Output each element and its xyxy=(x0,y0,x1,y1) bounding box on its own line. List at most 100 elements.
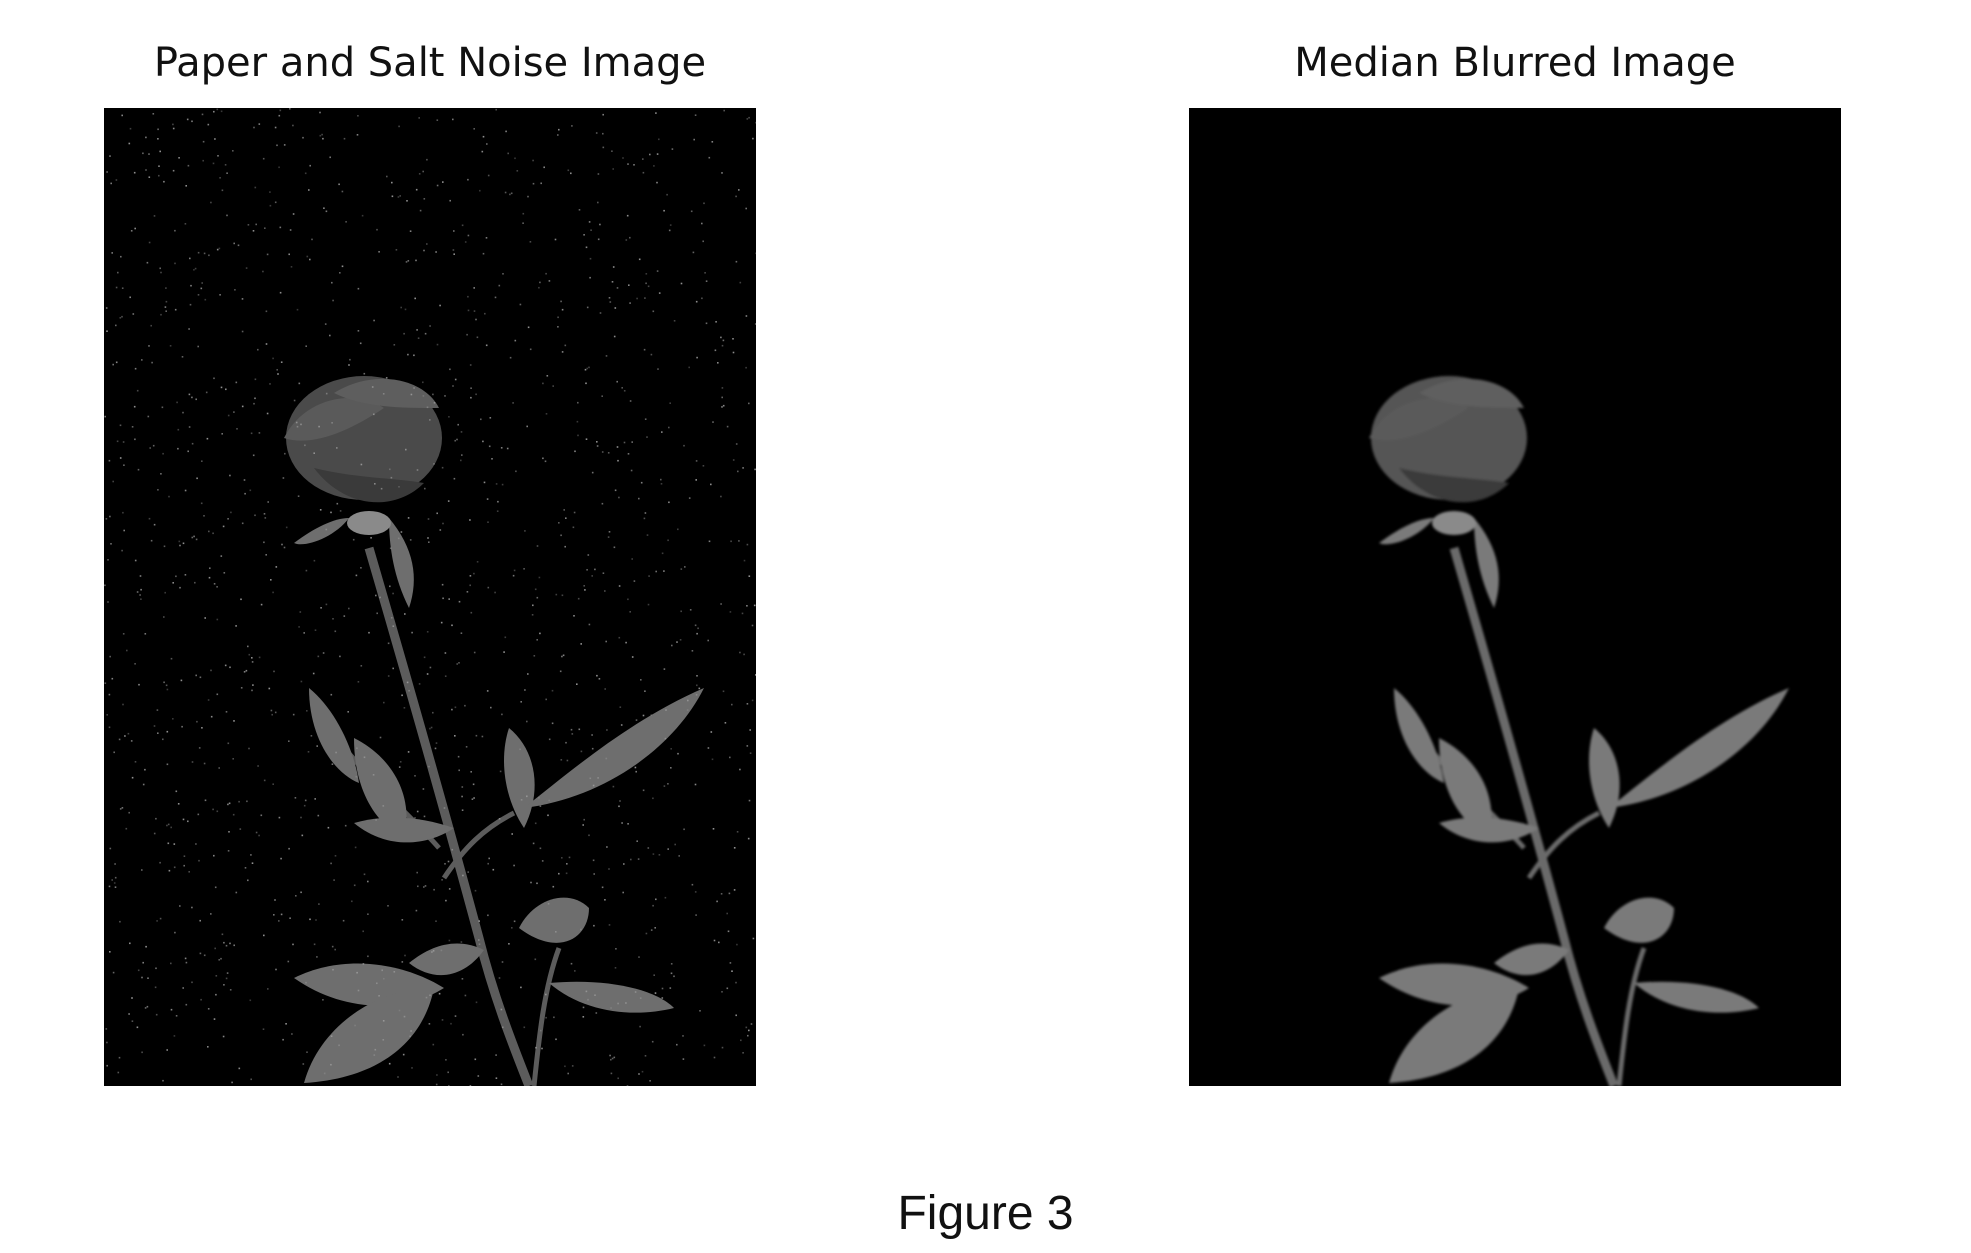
noise-dot xyxy=(495,483,498,485)
noise-dot xyxy=(753,604,756,607)
noise-dot xyxy=(274,126,277,129)
noise-dot xyxy=(391,181,393,184)
noise-dot xyxy=(571,733,574,735)
noise-dot xyxy=(727,930,730,933)
noise-dot xyxy=(225,977,228,980)
noise-dot xyxy=(532,604,534,607)
noise-dot xyxy=(106,1064,108,1067)
noise-dot xyxy=(257,765,259,767)
noise-dot xyxy=(355,775,358,778)
noise-dot xyxy=(625,641,627,644)
noise-dot xyxy=(313,559,316,562)
noise-dot xyxy=(203,954,206,957)
noise-dot xyxy=(555,1038,557,1041)
figure-caption: Figure 3 xyxy=(897,1187,1074,1240)
noise-dot xyxy=(726,987,729,990)
noise-dot xyxy=(238,800,240,803)
noise-dot xyxy=(356,747,358,749)
noise-dot xyxy=(344,824,347,827)
noise-dot xyxy=(605,640,607,643)
noise-dot xyxy=(207,699,210,701)
noise-dot xyxy=(279,226,282,229)
noise-dot xyxy=(536,639,538,641)
noise-dot xyxy=(367,955,369,958)
noise-dot xyxy=(755,674,756,676)
noise-dot xyxy=(172,718,174,720)
noise-dot xyxy=(322,137,324,140)
noise-dot xyxy=(199,676,202,679)
noise-dot xyxy=(348,607,350,610)
noise-dot xyxy=(213,854,215,857)
noise-dot xyxy=(320,607,322,609)
noise-dot xyxy=(543,166,545,169)
noise-dot xyxy=(387,905,389,907)
noise-dot xyxy=(460,632,463,634)
noise-dot xyxy=(313,452,315,454)
noise-dot xyxy=(395,249,398,251)
noise-dot xyxy=(218,767,220,769)
noise-dot xyxy=(617,1002,619,1005)
noise-dot xyxy=(406,681,409,684)
noise-dot xyxy=(423,249,425,252)
noise-dot xyxy=(541,860,544,862)
noise-dot xyxy=(413,387,415,389)
noise-dot xyxy=(502,273,504,275)
noise-dot xyxy=(651,1040,654,1043)
panel-title-blurred: Median Blurred Image xyxy=(1294,40,1736,86)
noise-dot xyxy=(548,280,551,282)
noise-dot xyxy=(747,1034,749,1037)
noise-dot xyxy=(506,447,509,450)
noise-dot xyxy=(141,1051,143,1054)
noise-dot xyxy=(290,266,293,268)
noise-dot xyxy=(265,310,268,313)
noise-dot xyxy=(677,752,679,755)
noise-dot xyxy=(399,761,402,763)
noise-dot xyxy=(302,136,304,139)
noise-dot xyxy=(300,423,302,426)
noise-dot xyxy=(449,199,451,202)
noise-dot xyxy=(152,113,155,115)
noise-dot xyxy=(441,879,443,881)
noise-dot xyxy=(426,243,428,245)
noise-dot xyxy=(276,369,278,371)
noise-dot xyxy=(588,366,590,369)
noise-dot xyxy=(201,282,203,284)
noise-dot xyxy=(300,680,303,683)
noise-dot xyxy=(679,639,682,641)
noise-dot xyxy=(316,745,318,747)
noise-dot xyxy=(599,223,601,226)
noise-dot xyxy=(220,957,222,960)
noise-dot xyxy=(410,1030,412,1032)
rose-leaf xyxy=(1494,943,1569,976)
noise-dot xyxy=(682,1058,685,1060)
noise-dot xyxy=(407,260,410,262)
noise-dot xyxy=(367,880,369,883)
noise-dot xyxy=(562,654,565,657)
noise-dot xyxy=(105,307,108,309)
noise-dot xyxy=(464,241,467,243)
noise-dot xyxy=(269,383,271,385)
noise-dot xyxy=(323,1072,326,1075)
noise-dot xyxy=(161,406,164,409)
noise-dot xyxy=(288,847,290,850)
noise-dot xyxy=(375,594,377,597)
noise-dot xyxy=(428,765,430,768)
noise-dot xyxy=(117,271,119,274)
noise-dot xyxy=(300,816,302,819)
noise-dot xyxy=(633,164,635,166)
noise-dot xyxy=(158,174,160,177)
noise-dot xyxy=(108,459,111,462)
noise-dot xyxy=(546,375,549,377)
noise-dot xyxy=(184,957,187,960)
noise-dot xyxy=(733,847,736,849)
noise-dot xyxy=(592,784,595,787)
noise-dot xyxy=(284,452,286,455)
noise-dot xyxy=(319,111,321,114)
noise-dot xyxy=(526,425,528,428)
noise-dot xyxy=(336,502,339,505)
noise-dot xyxy=(313,943,316,946)
noise-dot xyxy=(494,591,496,594)
noise-dot xyxy=(270,709,273,712)
noise-dot xyxy=(184,574,187,576)
noise-dot xyxy=(383,701,385,704)
